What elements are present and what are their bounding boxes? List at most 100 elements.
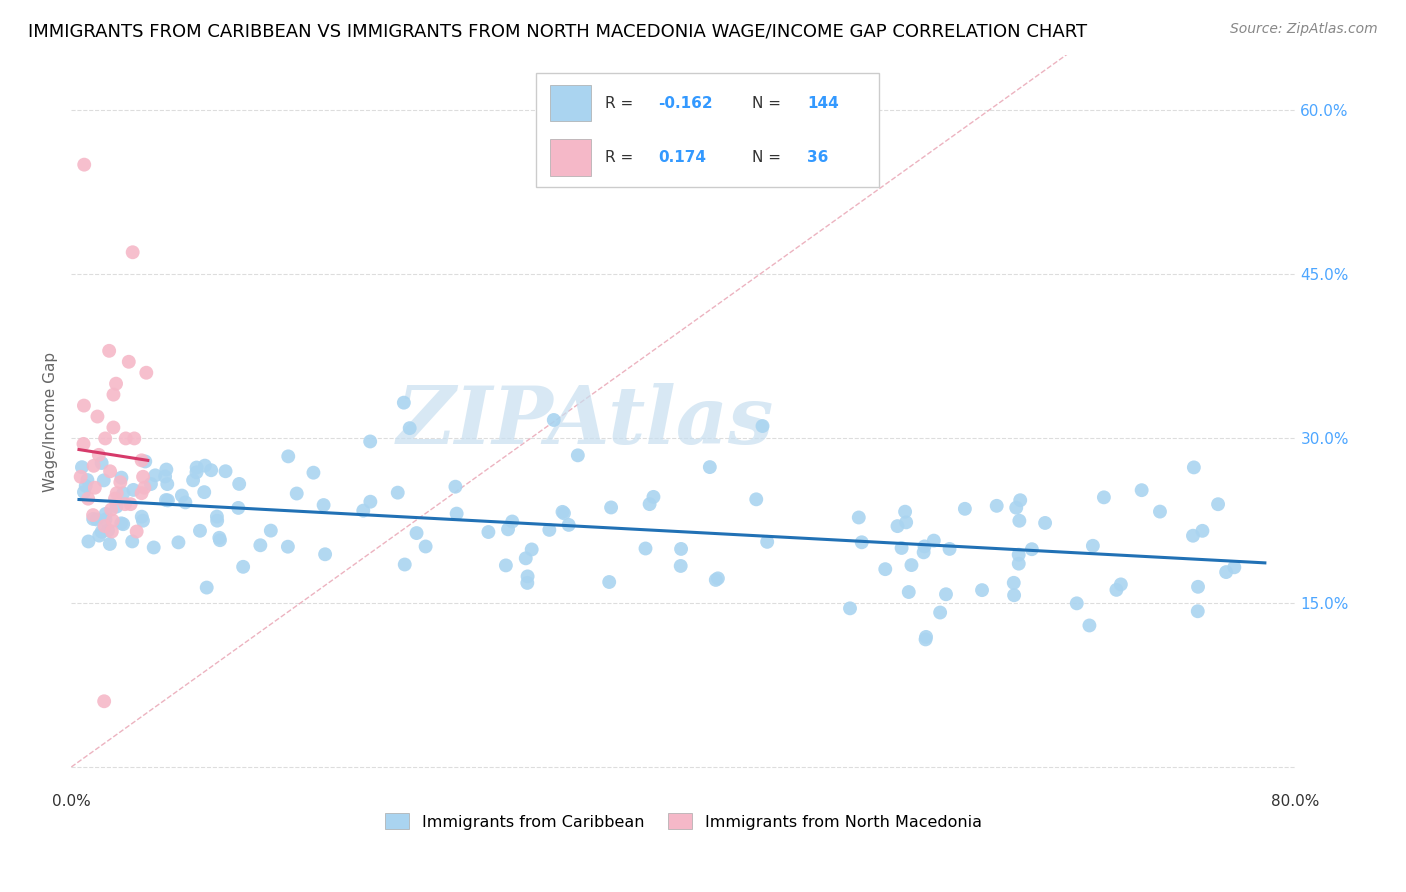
- Point: [1033, 516, 1056, 530]
- Point: [103, 420, 125, 434]
- Point: [1066, 596, 1088, 610]
- Text: IMMIGRANTS FROM CARIBBEAN VS IMMIGRANTS FROM NORTH MACEDONIA WAGE/INCOME GAP COR: IMMIGRANTS FROM CARIBBEAN VS IMMIGRANTS …: [28, 22, 1087, 40]
- Point: [73, 158, 96, 172]
- Point: [82, 508, 104, 522]
- Point: [415, 540, 437, 554]
- Point: [1187, 580, 1209, 594]
- Point: [75, 479, 97, 493]
- Point: [851, 535, 873, 549]
- Point: [1092, 491, 1115, 505]
- Point: [228, 477, 250, 491]
- Point: [922, 533, 945, 548]
- Point: [314, 547, 336, 561]
- Point: [638, 497, 661, 511]
- Point: [1215, 565, 1237, 579]
- Point: [520, 542, 543, 557]
- Point: [444, 480, 467, 494]
- Point: [302, 466, 325, 480]
- Point: [598, 574, 620, 589]
- Point: [73, 485, 96, 500]
- Point: [912, 545, 935, 559]
- Point: [285, 486, 308, 500]
- Point: [1002, 588, 1025, 602]
- Point: [398, 421, 420, 435]
- Point: [93, 519, 115, 533]
- Point: [155, 462, 177, 476]
- Point: [495, 558, 517, 573]
- Point: [634, 541, 657, 556]
- Point: [897, 585, 920, 599]
- Point: [156, 477, 179, 491]
- Point: [359, 434, 381, 449]
- Point: [669, 558, 692, 573]
- Point: [143, 468, 166, 483]
- Text: ZIPAtlas: ZIPAtlas: [396, 384, 775, 461]
- Point: [101, 524, 124, 539]
- Point: [312, 498, 335, 512]
- Point: [181, 473, 204, 487]
- Point: [1105, 582, 1128, 597]
- Point: [953, 501, 976, 516]
- Point: [751, 419, 773, 434]
- Point: [98, 343, 121, 358]
- Point: [83, 458, 105, 473]
- Point: [132, 469, 155, 483]
- Point: [135, 366, 157, 380]
- Point: [94, 512, 117, 526]
- Point: [405, 526, 427, 541]
- Point: [93, 694, 115, 708]
- Point: [131, 486, 153, 500]
- Point: [600, 500, 623, 515]
- Point: [188, 524, 211, 538]
- Point: [875, 562, 897, 576]
- Point: [1005, 500, 1028, 515]
- Point: [553, 506, 575, 520]
- Point: [110, 470, 132, 484]
- Point: [935, 587, 957, 601]
- Point: [477, 524, 499, 539]
- Point: [1187, 604, 1209, 618]
- Point: [186, 460, 208, 475]
- Point: [886, 519, 908, 533]
- Point: [277, 540, 299, 554]
- Point: [167, 535, 190, 549]
- Point: [112, 517, 135, 532]
- Point: [134, 481, 156, 495]
- Point: [515, 551, 537, 566]
- Point: [105, 376, 128, 391]
- Y-axis label: Wage/Income Gap: Wage/Income Gap: [44, 352, 58, 492]
- Point: [125, 524, 148, 539]
- Point: [82, 512, 104, 526]
- Point: [114, 497, 136, 511]
- Point: [1008, 514, 1031, 528]
- Point: [105, 500, 128, 514]
- Point: [90, 524, 112, 539]
- Point: [890, 541, 912, 555]
- Point: [120, 497, 142, 511]
- Point: [1109, 577, 1132, 591]
- Point: [1002, 575, 1025, 590]
- Point: [134, 454, 156, 468]
- Point: [226, 500, 249, 515]
- Point: [121, 245, 143, 260]
- Point: [1081, 539, 1104, 553]
- Point: [87, 448, 110, 462]
- Point: [538, 523, 561, 537]
- Point: [156, 493, 179, 508]
- Point: [986, 499, 1008, 513]
- Point: [132, 514, 155, 528]
- Point: [76, 473, 98, 487]
- Point: [110, 516, 132, 531]
- Point: [359, 494, 381, 508]
- Point: [195, 581, 218, 595]
- Point: [83, 481, 105, 495]
- Point: [155, 493, 177, 508]
- Legend: Immigrants from Caribbean, Immigrants from North Macedonia: Immigrants from Caribbean, Immigrants fr…: [378, 806, 988, 836]
- Point: [193, 485, 215, 500]
- Point: [516, 575, 538, 590]
- Point: [93, 474, 115, 488]
- Point: [200, 463, 222, 477]
- Point: [394, 558, 416, 572]
- Point: [1181, 529, 1204, 543]
- Point: [205, 509, 228, 524]
